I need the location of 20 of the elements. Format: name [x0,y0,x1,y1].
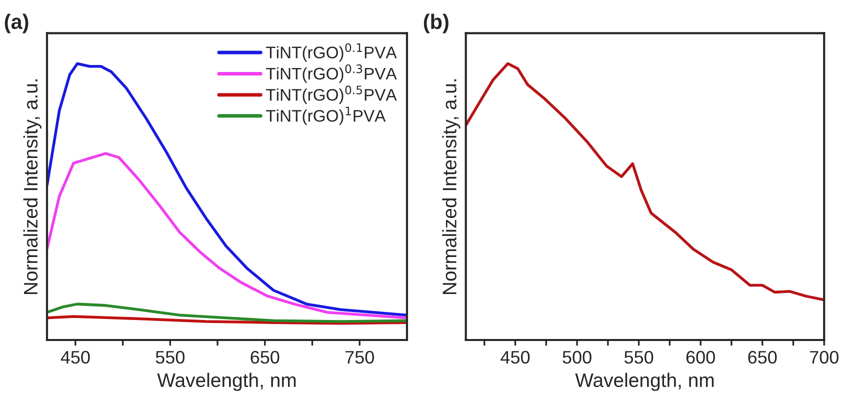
x-tick-label: 650 [250,350,280,364]
x-tick-label: 450 [60,350,90,364]
text: (a) [4,14,28,34]
legend-label: TiNT(rGO)$^{1}$PVA [266,106,386,126]
x-tick-label: 500 [562,350,592,364]
y-axis-title: Normalized Intensity, a.u. [442,79,460,294]
x-tick-label: 700 [810,350,838,364]
x-tick-label: 600 [686,350,715,364]
x-tick-label: 550 [624,350,654,364]
x-tick-label: 550 [156,350,185,364]
x-tick-label: 450 [500,350,530,364]
x-axis-title: Wavelength, nm [157,372,296,391]
y-axis-title: Normalized Intensity, a.u. [23,79,42,294]
x-tick-label: 650 [748,350,777,364]
x-axis-title: Wavelength, nm [575,372,714,391]
legend-label: TiNT(rGO)$^{0.5}$PVA [266,86,397,104]
legend-label: TiNT(rGO)$^{0.1}$PVA [266,43,397,62]
text: (b) [424,14,448,34]
x-tick-label: 750 [345,350,374,364]
legend-label: TiNT(rGO)$^{0.3}$PVA [266,64,397,83]
